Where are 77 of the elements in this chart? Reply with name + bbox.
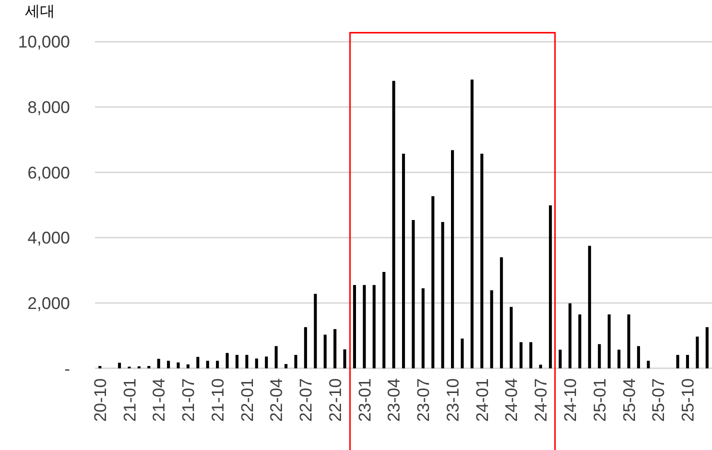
x-tick-label: 24-04 [502, 378, 522, 422]
x-tick-label: 24-01 [472, 378, 492, 422]
x-tick-label: 23-01 [355, 378, 374, 422]
bar [451, 150, 454, 368]
bar [598, 344, 601, 368]
x-tick-label: 22-04 [267, 378, 286, 422]
bar [568, 303, 572, 368]
y-axis-title: 세대 [25, 3, 55, 20]
bar [402, 154, 405, 368]
y-tick-label: 10,000 [18, 32, 70, 52]
bar [206, 360, 210, 368]
bar [284, 364, 288, 368]
bar [696, 336, 699, 368]
x-tick-label: 23-10 [443, 378, 462, 422]
bar [480, 154, 484, 368]
bar [431, 196, 434, 368]
x-tick-label: 22-01 [238, 378, 257, 422]
bar [706, 327, 709, 368]
bar [274, 346, 278, 368]
bar [520, 342, 522, 368]
x-tick-label: 21-01 [120, 378, 140, 422]
bar [216, 360, 219, 368]
bar [470, 80, 474, 368]
bar [608, 314, 611, 368]
x-tick-label: 25-07 [649, 378, 668, 422]
y-tick-label: - [64, 359, 70, 378]
x-tick-label: 21-07 [179, 378, 198, 422]
bar [441, 222, 444, 368]
bar [558, 350, 562, 368]
bar [392, 80, 396, 368]
x-tick-label: 24-07 [532, 378, 551, 422]
bar [264, 356, 268, 368]
x-tick-label: 25-10 [678, 378, 698, 422]
bar [333, 329, 336, 368]
bar [255, 358, 258, 368]
bar [637, 346, 640, 368]
y-tick-label: 4,000 [27, 228, 70, 248]
bar [500, 257, 503, 368]
bar [529, 342, 532, 368]
x-tick-label: 20-10 [90, 378, 110, 422]
y-tick-label: 2,000 [27, 294, 70, 313]
bar [578, 314, 582, 368]
bar [646, 360, 650, 368]
x-tick-label: 21-04 [150, 378, 169, 422]
bar [539, 364, 542, 368]
x-tick-label: 23-07 [414, 378, 434, 422]
bar [226, 352, 229, 368]
bar [490, 290, 494, 368]
bar [196, 356, 200, 368]
bar [382, 272, 386, 368]
y-tick-label: 6,000 [27, 163, 70, 182]
bar [304, 327, 308, 368]
bar [372, 285, 376, 368]
bar [353, 285, 356, 368]
x-tick-label: 25-04 [620, 378, 639, 422]
bar [314, 294, 317, 368]
bar [362, 285, 366, 368]
bar [236, 354, 238, 368]
x-tick-label: 23-04 [384, 378, 404, 422]
bar [412, 220, 415, 368]
x-tick-label: 21-10 [208, 378, 228, 422]
x-tick-label: 24-10 [560, 378, 580, 422]
bar [166, 360, 170, 368]
bar [157, 358, 160, 368]
x-tick-label: 22-10 [326, 378, 345, 422]
bar [245, 354, 248, 368]
bar [686, 354, 689, 368]
bar [588, 246, 592, 368]
bar [324, 334, 327, 368]
bar [118, 362, 121, 368]
bar [617, 350, 620, 368]
bar [548, 205, 552, 368]
y-tick-label: 8,000 [27, 98, 70, 118]
x-tick-label: 25-01 [590, 378, 610, 422]
bar [422, 288, 425, 368]
bar [186, 364, 190, 368]
x-tick-label: 22-07 [296, 378, 316, 422]
